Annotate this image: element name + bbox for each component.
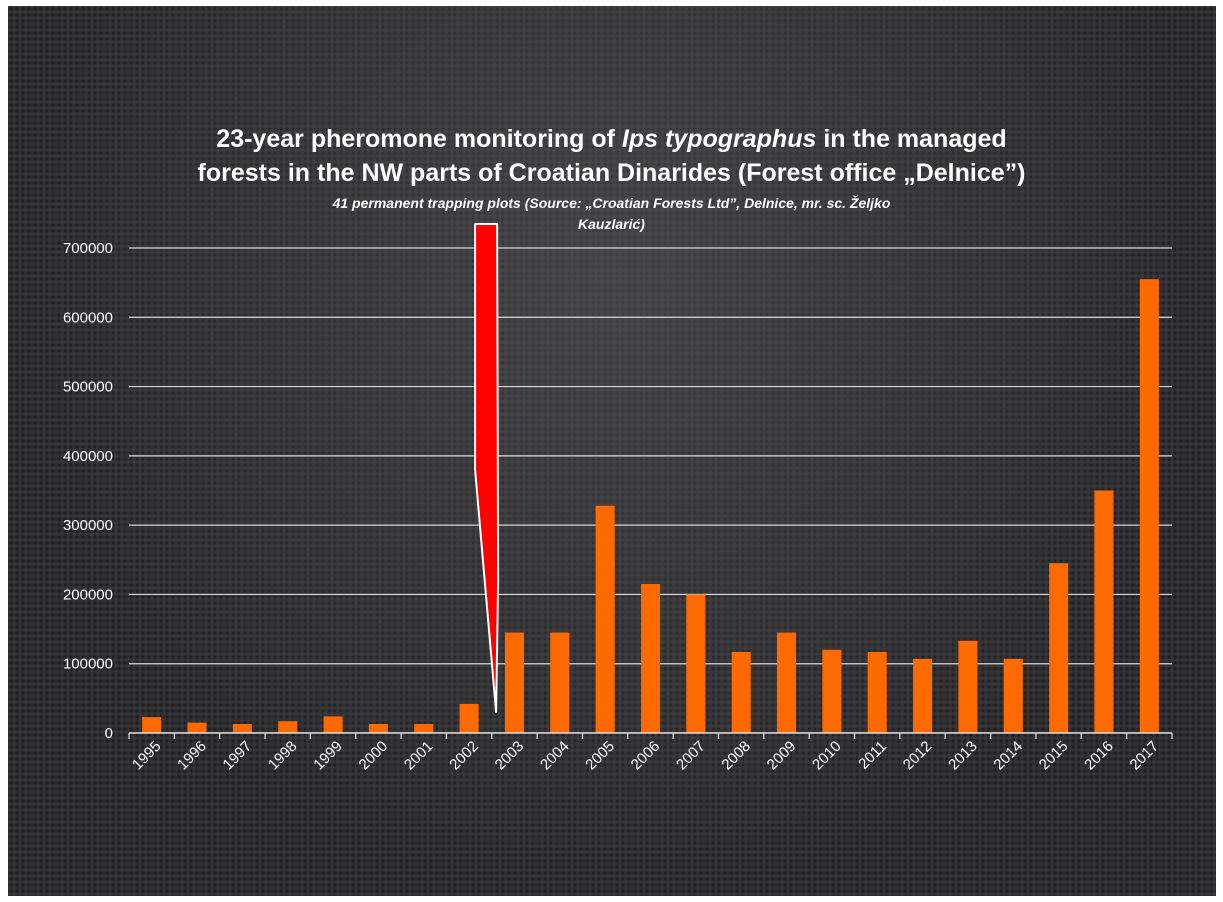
x-tick-label: 1996 [174,738,210,774]
x-tick-label: 2014 [990,738,1026,774]
y-tick-label: 0 [105,725,113,742]
bar-1999 [323,716,343,733]
bar-1996 [187,722,207,733]
x-tick-label: 2012 [900,738,936,774]
bar-2004 [550,632,570,733]
bar-2001 [414,723,434,733]
x-tick-label: 1995 [129,738,165,774]
x-tick-label: 2007 [673,738,709,774]
chart-title-line-1: 23-year pheromone monitoring of Ips typo… [216,125,1007,153]
bar-2017 [1139,279,1159,733]
axes [128,732,1173,739]
y-tick-labels: 0 100000 200000 300000 400000 500000 600000 700… [63,240,113,742]
x-tick-label: 2008 [718,738,754,774]
y-tick-label: 300000 [63,517,113,534]
bar-1995 [142,717,162,733]
bar-1997 [232,723,252,733]
bar-2003 [504,632,524,733]
x-tick-label: 2000 [356,738,392,774]
bar-2000 [368,723,388,733]
x-tick-label: 2003 [492,738,528,774]
bar-2008 [731,651,751,733]
x-tick-label: 1997 [220,738,256,774]
x-tick-label: 2011 [855,738,890,773]
bars [142,279,1159,733]
y-tick-label: 400000 [63,448,113,465]
x-tick-label: 2016 [1081,738,1117,774]
chart-subtitle-line-2: Kauzlarić) [578,216,645,232]
x-tick-label: 2006 [628,738,664,774]
x-tick-label: 1998 [265,738,301,774]
y-tick-label: 100000 [63,656,113,673]
bar-2013 [958,640,978,733]
bar-2005 [595,505,615,733]
chart-subtitle-line-1: 41 permanent trapping plots (Source: „Cr… [332,195,891,211]
red-callout-arrow [474,223,500,713]
x-tick-label: 2002 [446,738,482,774]
bar-2012 [913,658,933,733]
y-tick-label: 500000 [63,379,113,396]
slide-background [8,6,1216,896]
bar-2010 [822,649,842,733]
bar-2014 [1003,658,1023,733]
bar-2009 [777,632,797,733]
bar-2006 [640,584,661,733]
annotation-callout [474,223,500,713]
x-tick-label: 2004 [537,738,573,774]
x-tick-labels: 1995 1996 1997 1998 1999 2000 2001 2002 2003 2004… [129,738,1162,774]
chart-title-line-2: forests in the NW parts of Croatian Dina… [197,159,1026,187]
x-tick-label: 2001 [401,738,437,774]
bar-2011 [867,651,887,733]
x-tick-label: 2015 [1036,738,1072,774]
x-tick-label: 2009 [764,738,800,774]
y-tick-label: 600000 [63,309,113,326]
bar-2002 [459,703,479,733]
x-tick-label: 2017 [1127,738,1163,774]
x-tick-label: 2013 [945,738,981,774]
y-tick-label: 200000 [63,586,113,603]
bar-2015 [1049,563,1069,733]
bar-2007 [686,594,706,733]
x-tick-label: 1999 [310,738,346,774]
x-tick-label: 2010 [809,738,845,774]
x-tick-label: 2005 [582,738,618,774]
bar-2016 [1094,490,1114,733]
y-tick-label: 700000 [63,240,113,257]
bar-1998 [278,721,298,733]
